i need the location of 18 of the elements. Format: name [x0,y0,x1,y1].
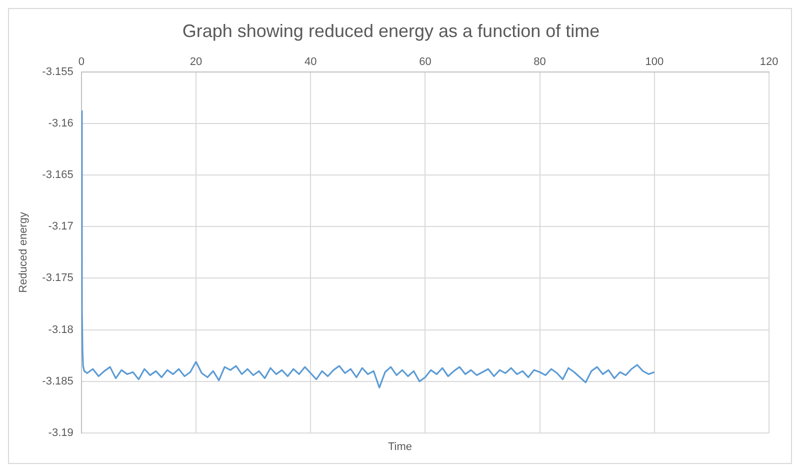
y-tick-label: -3.165 [42,169,74,182]
y-tick-label: -3.18 [48,324,74,336]
y-tick-label: -3.175 [42,272,74,284]
y-tick-label: -3.155 [42,66,74,78]
y-tick-label: -3.17 [48,220,74,233]
x-tick-label: 0 [78,56,84,68]
x-tick-label: 60 [419,56,432,68]
x-tick-label: 80 [534,56,546,68]
y-axis-title: Reduced energy [18,212,30,293]
x-tick-label: 100 [645,56,664,68]
y-tick-label: -3.16 [48,117,74,130]
x-tick-label: 20 [190,56,202,68]
y-tick-label: -3.19 [48,427,74,440]
chart-title: Graph showing reduced energy as a function of time [182,20,600,41]
y-tick-label: -3.185 [42,375,74,388]
x-tick-label: 40 [304,56,317,68]
x-axis-title: Time [386,441,414,453]
x-tick-label: 120 [760,56,778,68]
